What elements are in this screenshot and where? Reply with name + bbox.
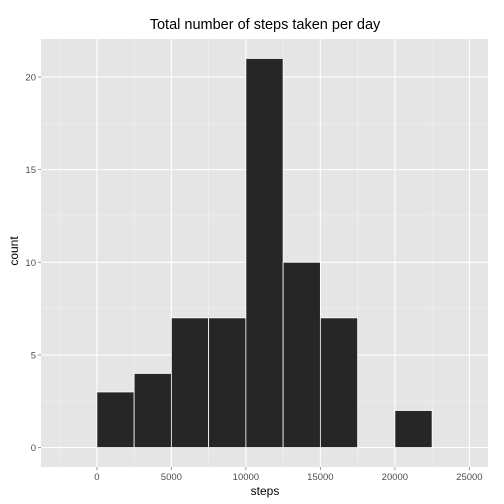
y-tick-label: 10 [25, 258, 36, 269]
histogram-bar [133, 373, 172, 448]
x-tick-label: 15000 [307, 472, 333, 483]
histogram-bar [394, 410, 433, 448]
y-axis-title: count [7, 236, 21, 266]
histogram-bar [245, 58, 284, 448]
y-tick-label: 20 [25, 72, 36, 83]
x-axis: 0 5000 10000 15000 20000 25000 [94, 467, 483, 483]
x-axis-title: steps [251, 484, 280, 498]
histogram-bar [208, 317, 247, 448]
chart-title: Total number of steps taken per day [150, 17, 381, 33]
x-tick-label: 0 [94, 472, 99, 483]
histogram-bar [96, 391, 135, 448]
y-axis: 0 5 10 15 20 [25, 72, 41, 454]
x-tick-label: 25000 [456, 472, 482, 483]
y-tick-label: 15 [25, 165, 36, 176]
y-tick-label: 0 [31, 443, 36, 454]
histogram-bars [96, 58, 433, 448]
x-tick-label: 10000 [233, 472, 259, 483]
histogram-bar [319, 317, 359, 448]
histogram-bar [170, 317, 210, 448]
histogram-bar [282, 261, 321, 448]
y-tick-label: 5 [31, 350, 36, 361]
x-tick-label: 5000 [161, 472, 182, 483]
x-tick-label: 20000 [382, 472, 408, 483]
